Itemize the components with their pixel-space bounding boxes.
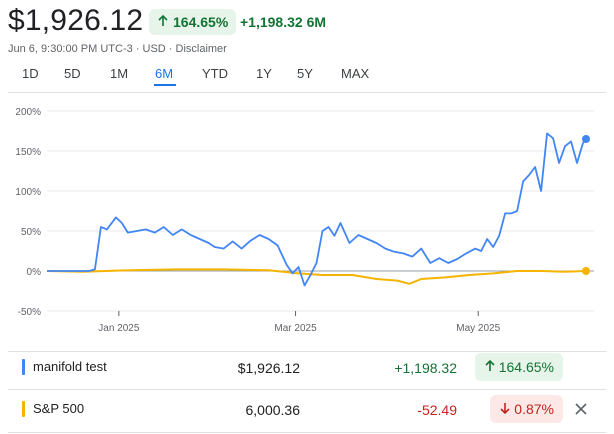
abs-change: +1,198.32 6M bbox=[240, 14, 326, 30]
tab-ytd[interactable]: YTD bbox=[202, 66, 228, 81]
x-tick-label: Jan 2025 bbox=[98, 323, 140, 334]
series-endpoint bbox=[582, 135, 590, 143]
divider bbox=[8, 389, 606, 390]
row-value: 6,000.36 bbox=[245, 402, 301, 418]
pct-change-value: 164.65% bbox=[173, 14, 229, 30]
arrow-up-icon bbox=[157, 14, 169, 30]
row-pct: 0.87% bbox=[514, 401, 554, 417]
pct-change-badge: 164.65% bbox=[149, 9, 237, 35]
y-tick-label: 200% bbox=[15, 107, 41, 118]
price: $1,926.12 bbox=[8, 4, 144, 37]
x-tick-label: Mar 2025 bbox=[274, 323, 317, 334]
y-tick-label: 0% bbox=[27, 267, 42, 278]
performance-chart[interactable]: 200% 150% 100% 50% 0% -50% Jan 2025 Mar 2025 May… bbox=[0, 100, 614, 350]
tab-1y[interactable]: 1Y bbox=[256, 66, 272, 81]
abs-change-value: +1,198.32 bbox=[240, 14, 303, 30]
tab-6m[interactable]: 6M bbox=[155, 66, 174, 81]
divider bbox=[8, 92, 606, 93]
series-color-marker bbox=[22, 359, 25, 375]
row-pct-badge: 164.65% bbox=[474, 353, 563, 381]
divider bbox=[8, 432, 606, 433]
tab-1m[interactable]: 1M bbox=[110, 66, 129, 81]
arrow-down-icon bbox=[499, 401, 511, 417]
tab-1d[interactable]: 1D bbox=[22, 66, 39, 81]
close-icon bbox=[575, 403, 587, 415]
tab-5y[interactable]: 5Y bbox=[297, 66, 313, 81]
divider bbox=[8, 351, 606, 352]
y-tick-label: -50% bbox=[18, 307, 41, 318]
period-label: 6M bbox=[306, 14, 327, 30]
series-color-marker bbox=[22, 401, 25, 417]
series-line bbox=[46, 268, 587, 285]
tab-5d[interactable]: 5D bbox=[64, 66, 81, 81]
comparison-row-manifold[interactable]: manifold test $1,926.12 +1,198.32 164.65… bbox=[8, 350, 606, 386]
row-name: S&P 500 bbox=[33, 401, 85, 416]
series-line bbox=[47, 132, 587, 287]
active-tab-indicator bbox=[154, 84, 176, 86]
tab-max[interactable]: MAX bbox=[341, 66, 370, 81]
remove-comparison-button[interactable] bbox=[570, 398, 592, 420]
series-endpoint bbox=[582, 267, 590, 275]
timestamp-meta: Jun 6, 9:30:00 PM UTC-3 · USD · Disclaim… bbox=[8, 43, 227, 55]
row-change: -52.49 bbox=[417, 402, 457, 418]
x-tick-label: May 2025 bbox=[456, 323, 500, 334]
arrow-up-icon bbox=[484, 359, 496, 375]
row-change: +1,198.32 bbox=[394, 360, 457, 376]
row-pct: 164.65% bbox=[498, 359, 554, 375]
y-tick-label: 150% bbox=[15, 147, 41, 158]
y-tick-label: 50% bbox=[21, 227, 41, 238]
y-tick-label: 100% bbox=[15, 187, 41, 198]
row-pct-badge: 0.87% bbox=[490, 395, 563, 423]
row-value: $1,926.12 bbox=[237, 360, 300, 376]
comparison-row-sp500[interactable]: S&P 500 6,000.36 -52.49 0.87% bbox=[8, 392, 606, 428]
row-name: manifold test bbox=[33, 359, 107, 374]
